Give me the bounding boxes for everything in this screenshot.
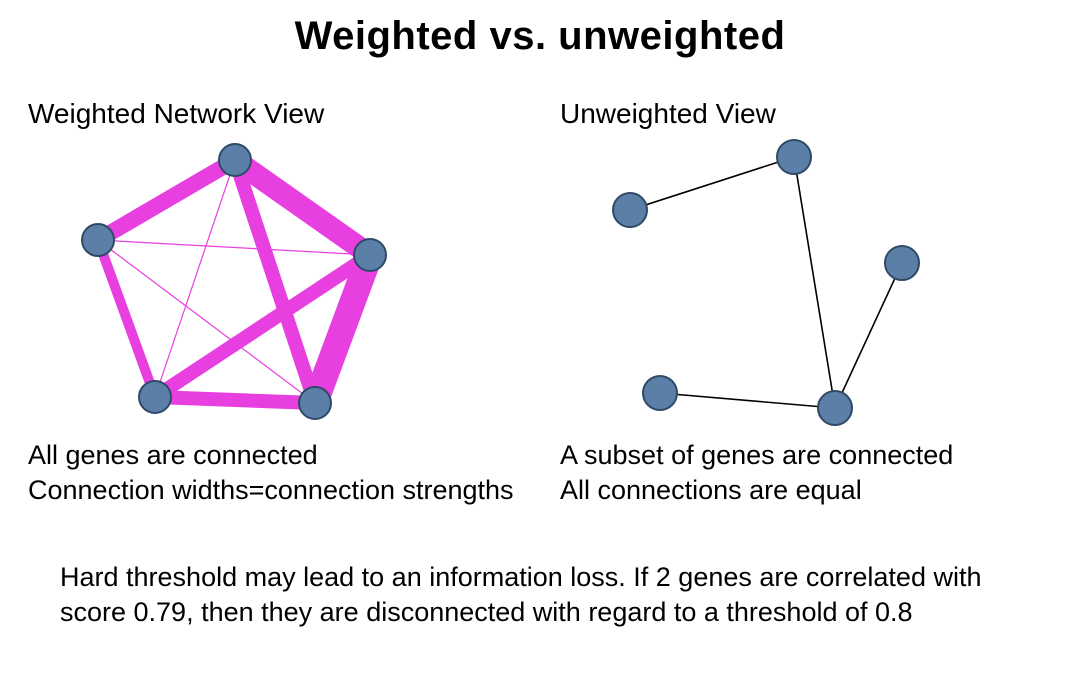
graph-node	[885, 246, 919, 280]
weighted-heading: Weighted Network View	[28, 98, 324, 130]
graph-edge	[98, 240, 155, 397]
graph-node	[299, 387, 331, 419]
unweighted-heading: Unweighted View	[560, 98, 776, 130]
graph-edge	[660, 393, 835, 408]
graph-node	[82, 224, 114, 256]
threshold-footnote: Hard threshold may lead to an informatio…	[60, 560, 1000, 630]
graph-node	[613, 193, 647, 227]
weighted-caption-line1: All genes are connected	[28, 438, 514, 473]
weighted-caption-line2: Connection widths=connection strengths	[28, 473, 514, 508]
graph-node	[219, 144, 251, 176]
unweighted-caption: A subset of genes are connected All conn…	[560, 438, 953, 507]
graph-node	[818, 391, 852, 425]
graph-edge	[630, 157, 794, 210]
graph-edge	[794, 157, 835, 408]
graph-edge	[155, 397, 315, 403]
slide-root: { "title": "Weighted vs. unweighted", "l…	[0, 0, 1080, 675]
graph-node	[643, 376, 677, 410]
graph-edge	[98, 160, 235, 240]
unweighted-network-graph	[560, 135, 920, 435]
weighted-network-graph	[60, 135, 420, 435]
unweighted-caption-line1: A subset of genes are connected	[560, 438, 953, 473]
weighted-caption: All genes are connected Connection width…	[28, 438, 514, 507]
graph-edge	[98, 240, 370, 255]
unweighted-caption-line2: All connections are equal	[560, 473, 953, 508]
graph-edge	[835, 263, 902, 408]
graph-node	[139, 381, 171, 413]
graph-node	[777, 140, 811, 174]
graph-node	[354, 239, 386, 271]
slide-title: Weighted vs. unweighted	[0, 14, 1080, 59]
